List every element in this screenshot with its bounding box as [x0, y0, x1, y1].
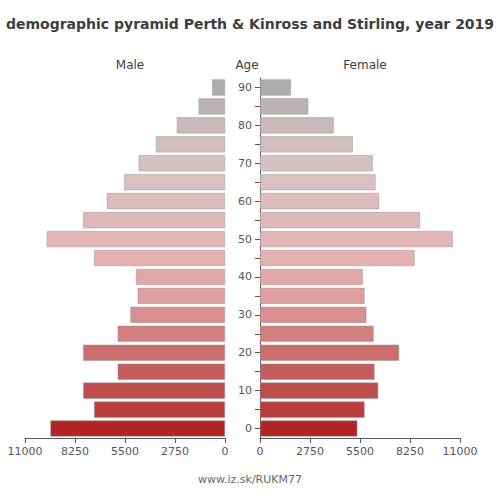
- svg-text:90: 90: [238, 81, 252, 94]
- svg-text:10: 10: [238, 384, 252, 397]
- svg-text:Female: Female: [343, 58, 386, 72]
- svg-text:Male: Male: [116, 58, 144, 72]
- svg-text:50: 50: [238, 233, 252, 246]
- svg-text:Age: Age: [235, 58, 258, 72]
- svg-text:8250: 8250: [396, 445, 424, 458]
- svg-text:80: 80: [238, 119, 252, 132]
- svg-text:2750: 2750: [161, 445, 189, 458]
- svg-text:0: 0: [257, 445, 264, 458]
- svg-text:0: 0: [245, 422, 252, 435]
- svg-text:30: 30: [238, 308, 252, 321]
- svg-text:20: 20: [238, 346, 252, 359]
- svg-text:60: 60: [238, 195, 252, 208]
- svg-text:40: 40: [238, 270, 252, 283]
- svg-text:demographic pyramid Perth & Ki: demographic pyramid Perth & Kinross and …: [6, 16, 494, 32]
- svg-text:11000: 11000: [443, 445, 478, 458]
- svg-text:70: 70: [238, 157, 252, 170]
- svg-text:5500: 5500: [111, 445, 139, 458]
- svg-text:8250: 8250: [61, 445, 89, 458]
- svg-text:0: 0: [222, 445, 229, 458]
- svg-text:5500: 5500: [346, 445, 374, 458]
- svg-text:11000: 11000: [8, 445, 43, 458]
- svg-text:www.iz.sk/RUKM77: www.iz.sk/RUKM77: [198, 473, 302, 486]
- svg-text:2750: 2750: [296, 445, 324, 458]
